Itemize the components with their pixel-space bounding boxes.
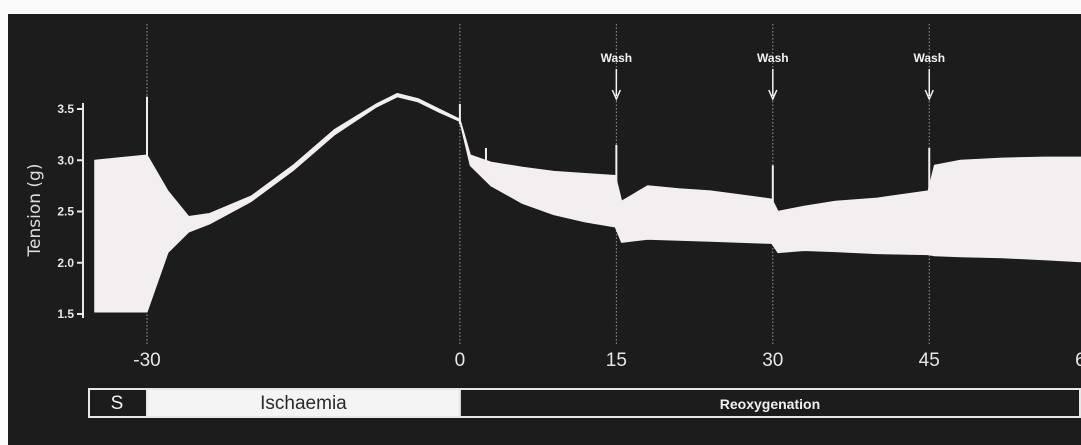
- wash-arrow-head: [768, 89, 778, 101]
- protocol-segment-label: Reoxygenation: [720, 396, 820, 412]
- y-tick-label: 3.5: [57, 102, 74, 116]
- wash-arrow-head: [611, 89, 622, 101]
- wash-label: Wash: [601, 51, 633, 65]
- protocol-bar: S Ischaemia Reoxygenation: [88, 388, 1081, 418]
- protocol-segment-label: Ischaemia: [260, 393, 347, 414]
- x-tick-label: 0: [455, 350, 466, 371]
- x-tick-label: 60: [1075, 350, 1081, 371]
- wash-label: Wash: [757, 51, 789, 65]
- x-tick-label: 30: [762, 350, 783, 371]
- protocol-segment-label: S: [111, 393, 124, 414]
- y-tick-label: 2.5: [57, 205, 74, 219]
- protocol-segment: [458, 388, 1081, 418]
- y-tick-label: 1.5: [57, 307, 74, 321]
- wash-arrow-head: [924, 89, 934, 101]
- y-tick-label: 3.0: [57, 153, 74, 167]
- x-tick-label: 45: [919, 350, 940, 371]
- wash-label: Wash: [913, 51, 945, 65]
- wash-spikes: [146, 96, 931, 217]
- tension-envelope: [94, 92, 1081, 313]
- x-tick-label: -30: [133, 350, 160, 371]
- y-axis: 1.5 2.0 2.5 3.0 3.5: [57, 102, 84, 321]
- y-axis-label: Tension (g): [25, 164, 45, 258]
- y-tick-label: 2.0: [57, 256, 74, 270]
- x-tick-label: 15: [606, 350, 627, 371]
- wash-annotations: Wash Wash Wash: [601, 51, 945, 101]
- x-axis-ticks: -30 0 15 30 45 60: [133, 350, 1081, 371]
- tension-trace: [94, 92, 1081, 313]
